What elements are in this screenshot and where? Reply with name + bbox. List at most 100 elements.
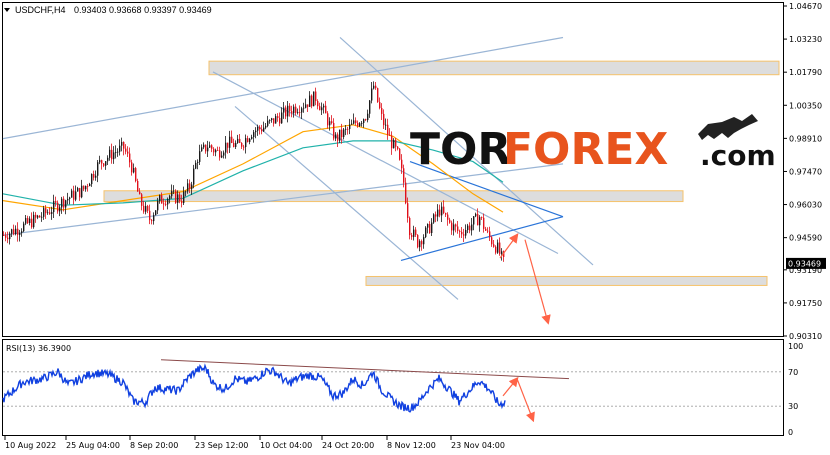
candle-body: [335, 134, 337, 139]
candle-body: [235, 142, 237, 147]
candle-body: [61, 198, 63, 208]
candle-body: [27, 218, 29, 223]
candle-body: [3, 235, 5, 236]
candle-body: [281, 112, 283, 124]
candle-body: [463, 234, 465, 236]
candle-body: [279, 117, 281, 124]
candle-body: [111, 149, 113, 160]
candle-body: [451, 222, 453, 231]
candle-body: [411, 235, 413, 237]
candle-body: [55, 201, 57, 203]
candle-body: [481, 217, 483, 218]
time-axis: 10 Aug 2022 25 Aug 04:00 8 Sep 20:00 23 Sep…: [4, 436, 505, 450]
candle-body: [181, 201, 183, 204]
candle-body: [121, 141, 123, 146]
candle-body: [465, 230, 467, 236]
candle-body: [51, 212, 53, 214]
candle-body: [389, 134, 391, 136]
candle-body: [179, 194, 181, 202]
candle-body: [427, 224, 429, 228]
trendline-5: [409, 161, 564, 218]
candle-body: [349, 124, 351, 130]
rsi-label: RSI(13) 36.3900: [6, 344, 71, 353]
symbol-label: USDCHF,H4: [15, 5, 66, 15]
current-price-marker: 0.93469: [786, 257, 826, 269]
candle-body: [251, 137, 253, 139]
candle-body: [161, 195, 163, 204]
dropdown-triangle-icon[interactable]: [4, 8, 10, 12]
candle-body: [413, 229, 415, 237]
candle-body: [215, 150, 217, 153]
candle-body: [173, 190, 175, 192]
candle-body: [273, 118, 275, 124]
rsi-y-tick-0: 100: [788, 342, 803, 351]
x-tick-label-0: 10 Aug 2022: [5, 441, 56, 450]
candle-body: [83, 185, 85, 190]
candle-body: [317, 101, 319, 107]
x-tick-label-5: 24 Oct 20:00: [322, 441, 374, 450]
candle-body: [397, 146, 399, 149]
candle-body: [371, 88, 373, 101]
candle-body: [263, 127, 265, 132]
candle-body: [487, 230, 489, 232]
candle-body: [321, 107, 323, 111]
candle-body: [435, 214, 437, 217]
candle-body: [43, 208, 45, 217]
candle-body: [137, 180, 139, 192]
candle-body: [439, 209, 441, 216]
candle-body: [117, 151, 119, 153]
candle-body: [275, 116, 277, 124]
torforex-logo: TOR FOREX .com: [410, 114, 776, 175]
candle-body: [473, 216, 475, 225]
candle-body: [81, 185, 83, 198]
logo-tor: TOR: [410, 124, 511, 175]
candle-body: [29, 218, 31, 223]
current-price-label: 0.93469: [788, 259, 821, 268]
candle-body: [429, 224, 431, 234]
candle-body: [391, 135, 393, 149]
candle-body: [45, 208, 47, 214]
candle-body: [407, 203, 409, 218]
candle-body: [437, 209, 439, 217]
candle-body: [379, 102, 381, 108]
candle-body: [353, 120, 355, 124]
candle-body: [205, 144, 207, 152]
candle-body: [457, 226, 459, 231]
candle-body: [445, 212, 447, 215]
candle-body: [373, 85, 375, 89]
candle-body: [151, 220, 153, 222]
candle-body: [375, 85, 377, 89]
candle-body: [97, 162, 99, 176]
candle-body: [483, 217, 485, 229]
candle-body: [59, 207, 61, 212]
candle-body: [89, 184, 91, 187]
candle-body: [189, 183, 191, 190]
candle-body: [115, 152, 117, 153]
candle-body: [57, 202, 59, 212]
candle-body: [311, 95, 313, 107]
logo-forex: FOREX: [503, 124, 668, 175]
candle-body: [197, 161, 199, 163]
candle-body: [297, 112, 299, 113]
candle-body: [245, 138, 247, 148]
candle-body: [25, 218, 27, 224]
candle-body: [355, 120, 357, 123]
candle-body: [325, 105, 327, 114]
y-tick-label-5: 0.97470: [789, 167, 822, 176]
candle-body: [267, 120, 269, 126]
candle-body: [225, 142, 227, 153]
price-series: [3, 81, 505, 262]
candle-body: [147, 206, 149, 211]
candle-body: [255, 130, 257, 133]
candle-body: [341, 129, 343, 138]
candle-body: [199, 151, 201, 162]
zone-0: [208, 60, 780, 76]
logo-com: .com: [700, 139, 776, 172]
candle-body: [9, 233, 11, 240]
candle-body: [141, 194, 143, 206]
candle-body: [7, 237, 9, 240]
candle-body: [11, 229, 13, 234]
candle-body: [495, 246, 497, 253]
candle-body: [41, 216, 43, 218]
